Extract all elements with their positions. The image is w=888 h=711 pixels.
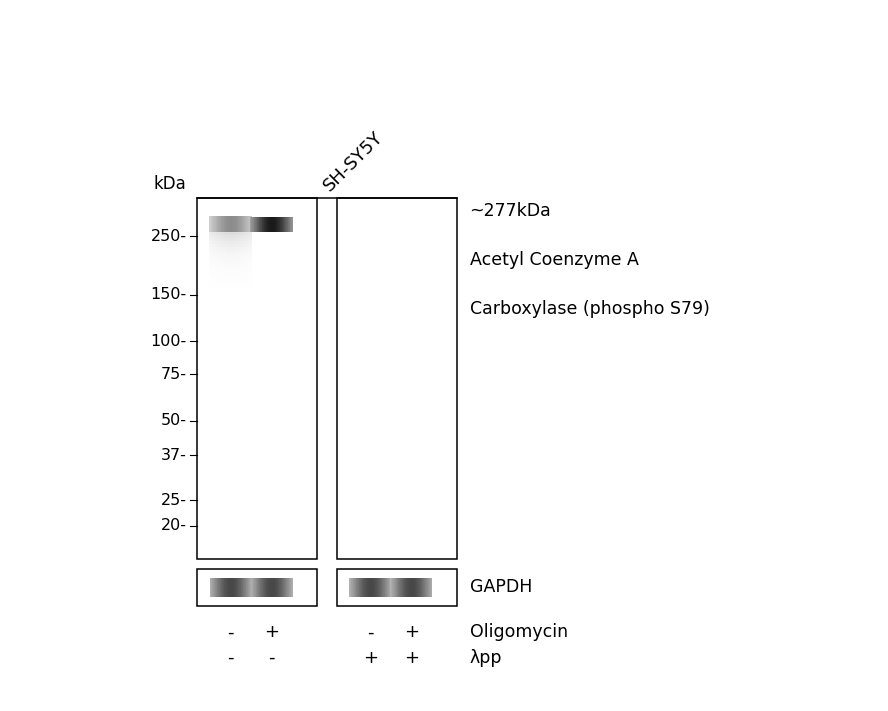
Text: Carboxylase (phospho S79): Carboxylase (phospho S79) — [470, 300, 710, 319]
Text: ~277kDa: ~277kDa — [470, 202, 551, 220]
Text: -: - — [227, 624, 234, 641]
Text: 20-: 20- — [161, 518, 186, 533]
Bar — [337, 569, 457, 606]
Text: 37-: 37- — [161, 448, 186, 463]
Text: +: + — [404, 624, 419, 641]
Bar — [197, 569, 318, 606]
Text: -: - — [368, 624, 374, 641]
Text: 50-: 50- — [161, 413, 186, 428]
Text: λpp: λpp — [470, 649, 502, 667]
Text: Acetyl Coenzyme A: Acetyl Coenzyme A — [470, 251, 638, 269]
Text: 75-: 75- — [161, 367, 186, 382]
Text: Oligomycin: Oligomycin — [470, 624, 567, 641]
Text: 100-: 100- — [150, 333, 186, 348]
Text: +: + — [363, 649, 378, 667]
Text: +: + — [265, 624, 279, 641]
Text: 250-: 250- — [151, 229, 186, 244]
Text: GAPDH: GAPDH — [470, 578, 532, 597]
Text: +: + — [404, 649, 419, 667]
Bar — [337, 198, 457, 559]
Text: SH-SY5Y: SH-SY5Y — [321, 128, 387, 195]
Text: kDa: kDa — [154, 175, 186, 193]
Bar — [197, 198, 318, 559]
Text: -: - — [227, 649, 234, 667]
Text: -: - — [268, 649, 275, 667]
Text: 25-: 25- — [161, 493, 186, 508]
Text: 150-: 150- — [150, 287, 186, 302]
